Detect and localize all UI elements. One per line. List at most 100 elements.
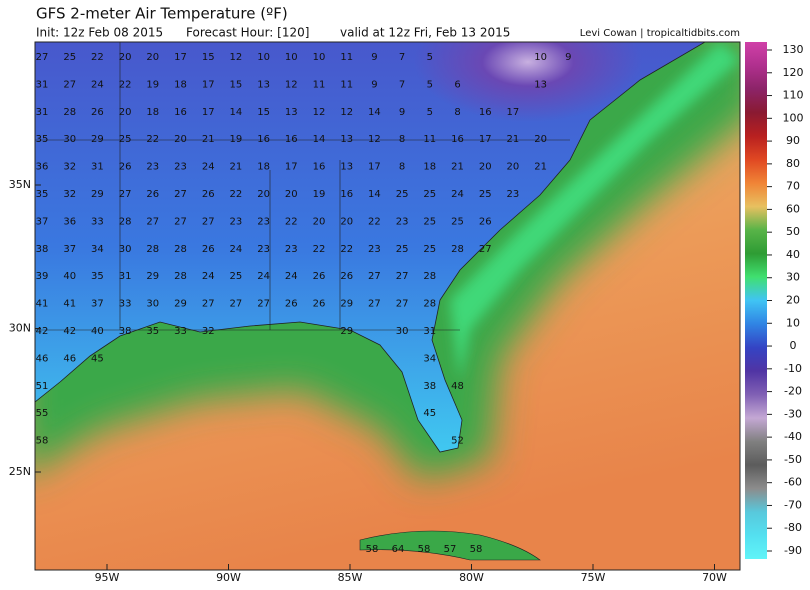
grid-value: 41: [63, 299, 76, 310]
grid-value: 41: [36, 299, 49, 310]
grid-value: 33: [91, 216, 104, 227]
grid-value: 21: [451, 162, 464, 173]
grid-value: 26: [146, 189, 159, 200]
grid-value: 29: [91, 189, 104, 200]
grid-value: 26: [202, 244, 215, 255]
longitude-label: 80W: [459, 571, 484, 584]
grid-value: 34: [423, 353, 436, 364]
grid-value: 26: [479, 216, 492, 227]
colorbar-label: -10: [784, 362, 802, 375]
colorbar-label: 80: [786, 157, 800, 170]
credit: Levi Cowan | tropicaltidbits.com: [580, 28, 740, 39]
grid-value: 32: [202, 326, 215, 337]
grid-value: 11: [423, 134, 436, 145]
grid-value: 13: [285, 107, 298, 118]
grid-value: 29: [91, 134, 104, 145]
grid-value: 25: [63, 52, 76, 63]
grid-value: 28: [423, 299, 436, 310]
grid-value: 23: [396, 216, 409, 227]
grid-value: 38: [119, 326, 132, 337]
grid-value: 21: [202, 134, 215, 145]
grid-value: 27: [36, 52, 49, 63]
grid-value: 40: [63, 271, 76, 282]
grid-value: 35: [91, 271, 104, 282]
grid-value: 29: [174, 299, 187, 310]
grid-value: 18: [174, 79, 187, 90]
colorbar-label: -70: [784, 498, 802, 511]
forecast-hour: Forecast Hour: [120]: [186, 26, 309, 40]
grid-value: 10: [534, 52, 547, 63]
grid-value: 27: [479, 244, 492, 255]
grid-value: 46: [63, 353, 76, 364]
grid-value: 26: [313, 299, 326, 310]
grid-value: 15: [257, 107, 270, 118]
latitude-label: 35N: [9, 178, 31, 191]
colorbar-label: 20: [786, 294, 800, 307]
map-frame: [34, 41, 741, 571]
coastal-band: [450, 42, 740, 380]
grid-value: 34: [91, 244, 104, 255]
grid-value: 18: [257, 162, 270, 173]
grid-value: 16: [174, 107, 187, 118]
valid-time: valid at 12z Fri, Feb 13 2015: [340, 26, 510, 40]
grid-value: 25: [119, 134, 132, 145]
grid-value: 16: [340, 189, 353, 200]
grid-value: 25: [479, 189, 492, 200]
grid-value: 64: [392, 544, 405, 555]
grid-value: 42: [63, 326, 76, 337]
grid-value: 28: [423, 271, 436, 282]
grid-value: 31: [91, 162, 104, 173]
grid-value: 17: [202, 79, 215, 90]
grid-value: 12: [340, 107, 353, 118]
grid-value: 20: [119, 52, 132, 63]
grid-value: 20: [285, 189, 298, 200]
grid-value: 23: [230, 216, 243, 227]
grid-value: 28: [63, 107, 76, 118]
grid-value: 45: [423, 408, 436, 419]
grid-value: 9: [399, 107, 405, 118]
grid-value: 6: [454, 79, 460, 90]
grid-value: 30: [396, 326, 409, 337]
grid-value: 14: [368, 189, 381, 200]
grid-value: 29: [340, 326, 353, 337]
axes: 95W 90W 85W 80W 75W 70W 35N 30N 25N: [9, 178, 727, 584]
grid-value: 37: [91, 299, 104, 310]
grid-value: 5: [427, 79, 433, 90]
grid-value: 17: [368, 162, 381, 173]
grid-value: 32: [63, 162, 76, 173]
grid-value: 12: [285, 79, 298, 90]
grid-value: 26: [340, 271, 353, 282]
grid-value: 38: [423, 381, 436, 392]
grid-value: 20: [479, 162, 492, 173]
grid-value: 23: [146, 162, 159, 173]
grid-value: 13: [340, 162, 353, 173]
colorbar-label: -50: [784, 453, 802, 466]
grid-value: 14: [313, 134, 326, 145]
grid-value: 22: [146, 134, 159, 145]
grid-value: 25: [451, 216, 464, 227]
grid-value: 25: [423, 216, 436, 227]
grid-value: 30: [63, 134, 76, 145]
longitude-label: 70W: [702, 571, 727, 584]
grid-value: 24: [285, 271, 298, 282]
grid-value: 29: [340, 299, 353, 310]
grid-value: 10: [285, 52, 298, 63]
grid-value: 13: [257, 79, 270, 90]
grid-value: 27: [396, 271, 409, 282]
grid-value: 31: [423, 326, 436, 337]
grid-value: 45: [91, 353, 104, 364]
grid-value: 28: [119, 216, 132, 227]
grid-value: 27: [368, 271, 381, 282]
colorbar-label: 0: [790, 339, 797, 352]
grid-value: 58: [366, 544, 379, 555]
borders: [35, 42, 570, 331]
longitude-label: 95W: [95, 571, 120, 584]
grid-value: 22: [230, 189, 243, 200]
grid-value: 21: [507, 134, 520, 145]
grid-value: 23: [368, 244, 381, 255]
grid-value: 20: [119, 107, 132, 118]
grid-value: 33: [119, 299, 132, 310]
grid-value: 20: [340, 216, 353, 227]
grid-value: 30: [146, 299, 159, 310]
colorbar-label: 110: [783, 89, 804, 102]
